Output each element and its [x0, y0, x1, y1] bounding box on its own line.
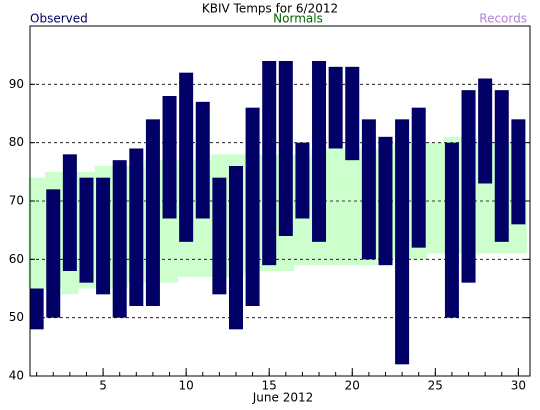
observed-bar — [79, 177, 94, 283]
observed-bar — [179, 72, 194, 242]
y-tick-label: 70 — [9, 194, 24, 208]
y-tick-label: 90 — [9, 77, 24, 91]
normal-band — [28, 177, 45, 289]
observed-bar — [378, 136, 393, 266]
observed-bar — [345, 66, 360, 161]
observed-bar — [46, 189, 61, 318]
normal-band — [427, 142, 444, 254]
observed-bar — [245, 107, 260, 307]
x-tick-label: 25 — [428, 379, 443, 393]
x-tick-label: 30 — [511, 379, 526, 393]
y-tick-label: 40 — [9, 369, 24, 383]
observed-bar — [212, 177, 227, 295]
observed-bar — [478, 78, 493, 184]
observed-bar — [411, 107, 426, 248]
observed-bar — [162, 96, 177, 219]
observed-bar — [262, 61, 277, 266]
legend-entry: Normals — [273, 12, 323, 26]
observed-bar — [129, 148, 144, 306]
x-tick-label: 20 — [345, 379, 360, 393]
x-axis-label: June 2012 — [252, 391, 314, 405]
observed-bar — [62, 154, 77, 271]
observed-bar — [328, 66, 343, 149]
chart-title: KBIV Temps for 6/2012 — [202, 2, 338, 16]
observed-bar — [494, 90, 509, 242]
observed-bar — [29, 288, 44, 330]
plot-frame — [29, 25, 531, 377]
observed-bar — [278, 61, 293, 236]
x-tick-label: 5 — [99, 379, 107, 393]
y-tick-label: 60 — [9, 252, 24, 266]
x-tick-label: 15 — [262, 379, 277, 393]
observed-bar — [511, 119, 526, 225]
observed-bar — [295, 142, 310, 219]
legend-entry: Observed — [30, 12, 88, 26]
observed-bar — [395, 119, 410, 365]
observed-bar — [312, 61, 327, 242]
normal-band — [343, 148, 361, 266]
observed-bar — [461, 90, 476, 283]
y-tick-label: 80 — [9, 135, 24, 149]
observed-bar — [361, 119, 376, 260]
observed-bar — [195, 101, 210, 219]
observed-bar — [96, 177, 111, 295]
observed-bar — [228, 166, 243, 330]
observed-bar — [145, 119, 160, 306]
y-tick-label: 50 — [9, 310, 24, 324]
x-tick-label: 10 — [179, 379, 194, 393]
legend-entry: Records — [479, 12, 527, 26]
observed-bar — [112, 160, 127, 318]
normal-band — [327, 148, 344, 266]
observed-bar — [444, 142, 459, 318]
